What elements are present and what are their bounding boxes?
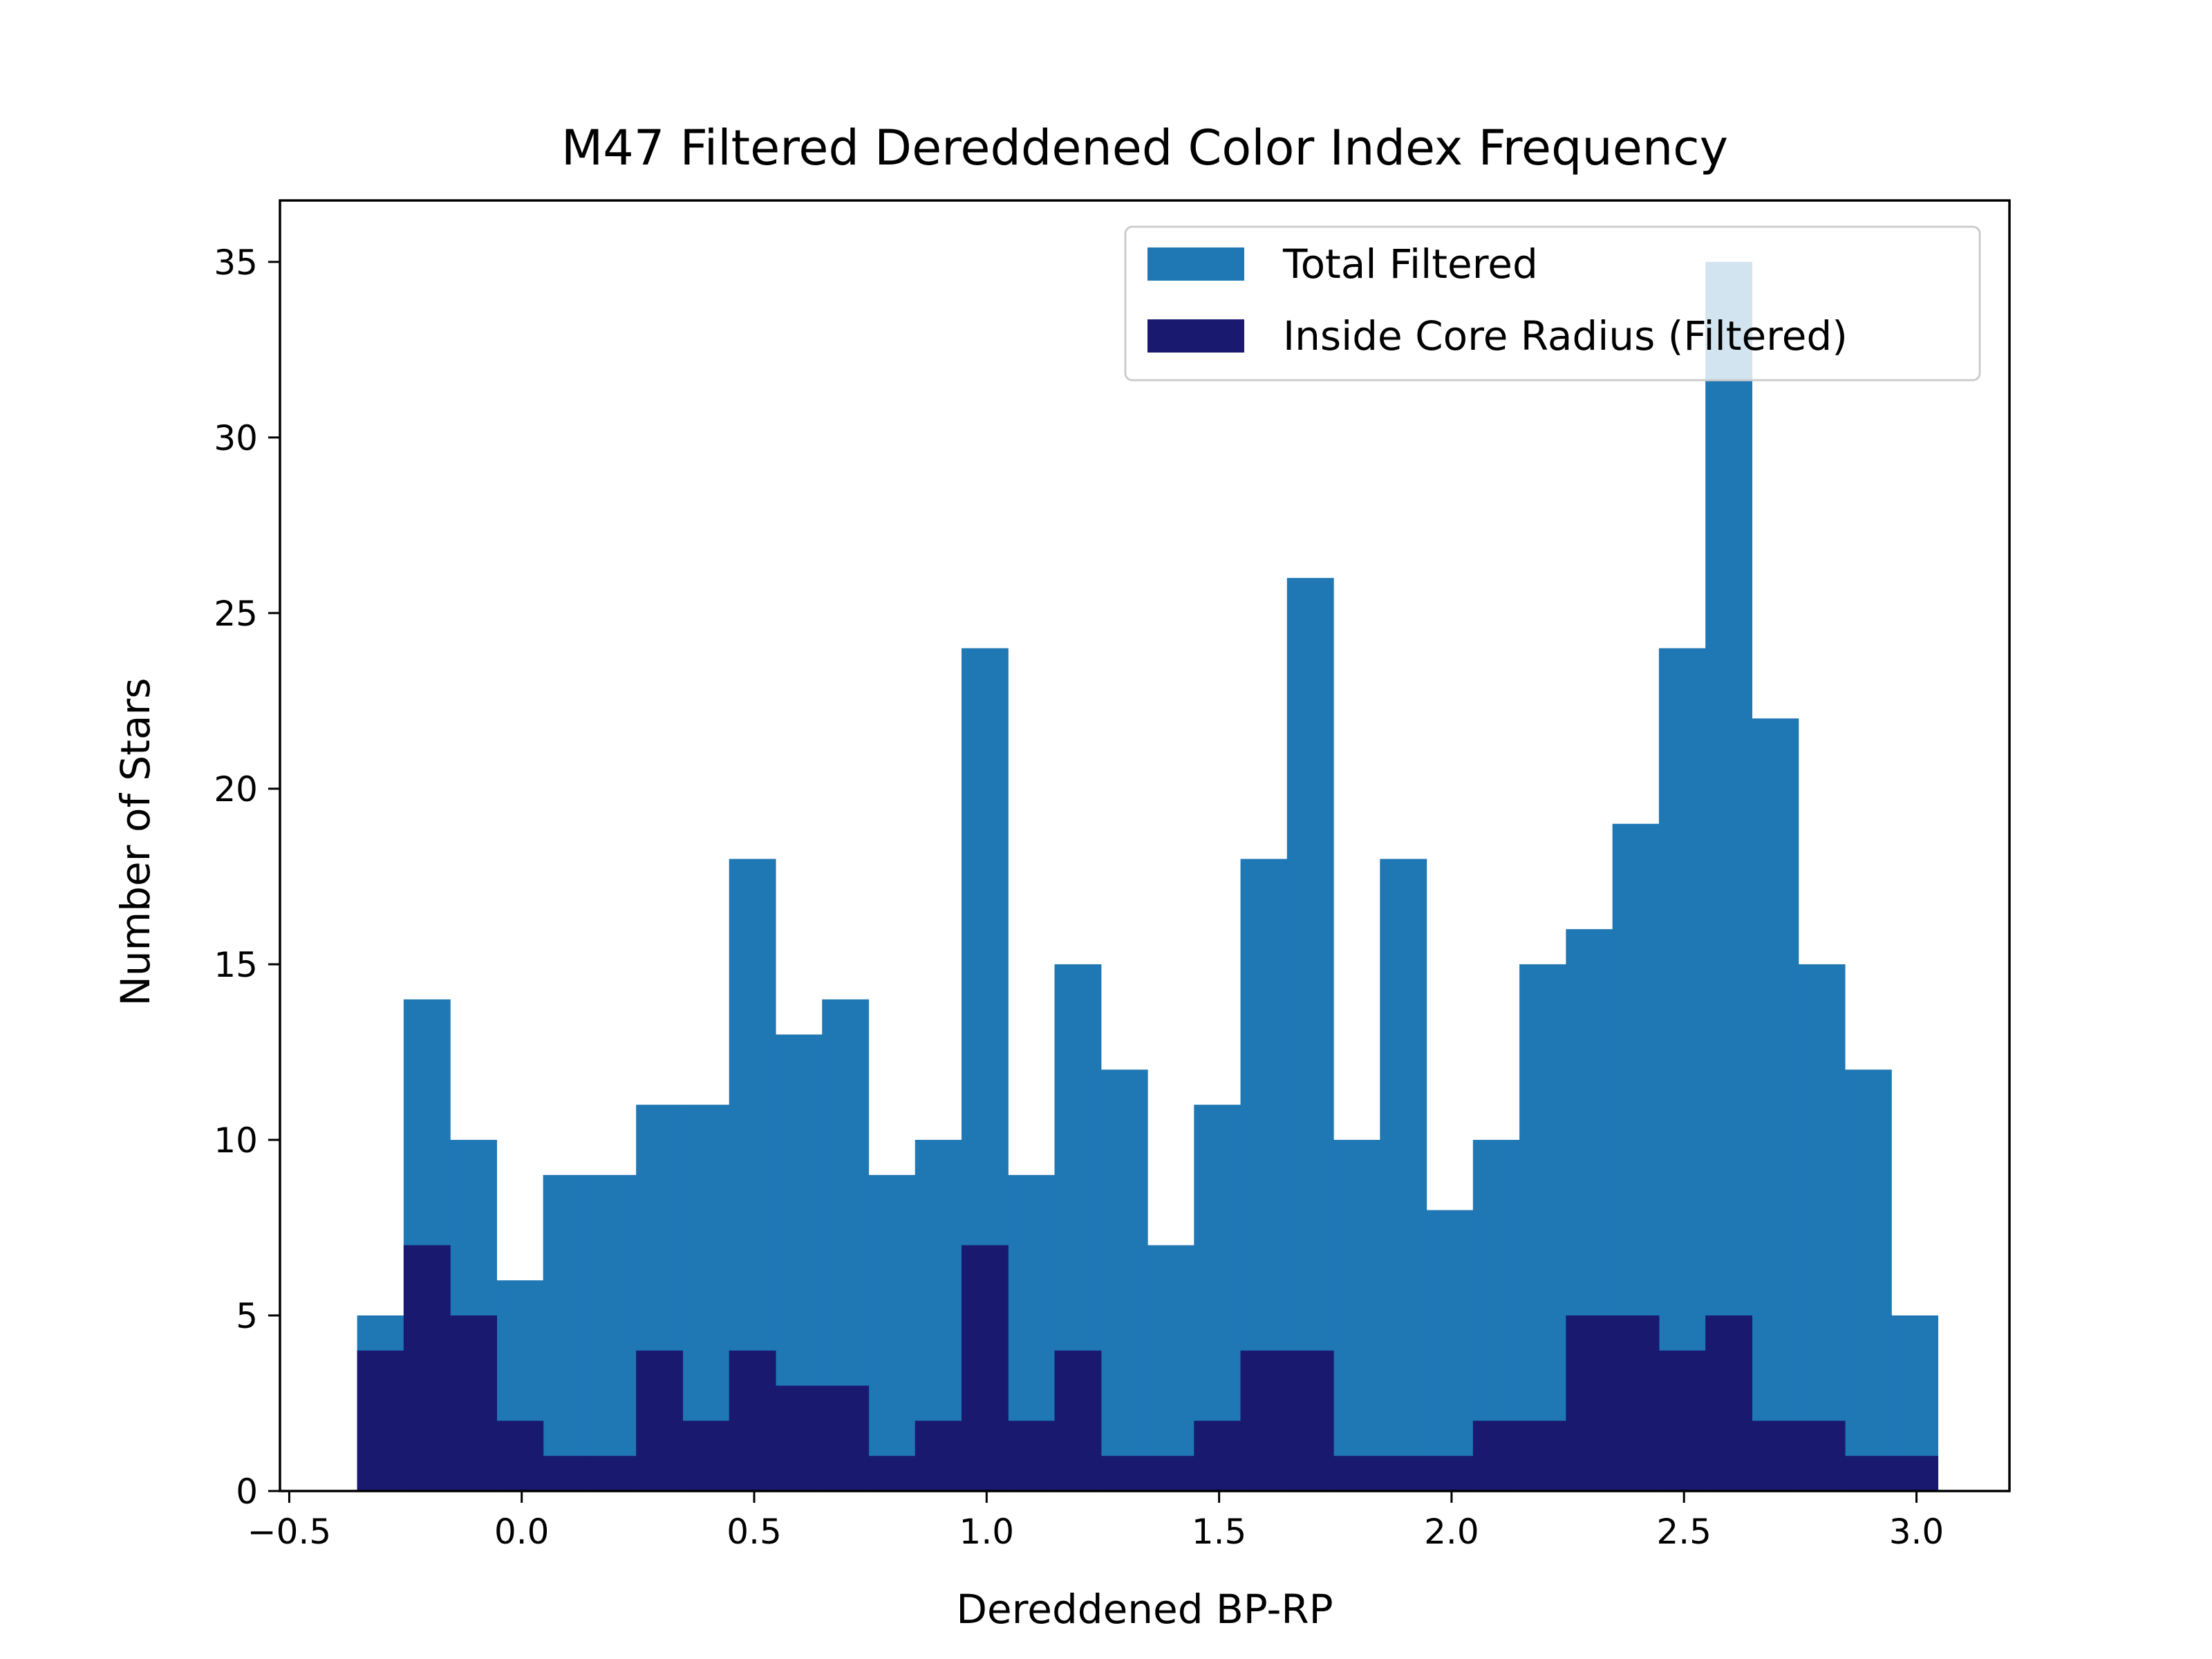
x-tick-label: 1.0 (959, 1512, 1015, 1552)
legend-box (1124, 225, 1981, 382)
bar-total-filtered-20 (1286, 578, 1334, 1491)
bar-inside-core-8 (729, 1350, 776, 1491)
bar-total-filtered-17 (1147, 1245, 1194, 1491)
bar-inside-core-11 (868, 1456, 916, 1491)
x-tick-label: 2.5 (1656, 1512, 1712, 1552)
y-tick-label: 5 (236, 1296, 258, 1336)
bar-inside-core-4 (543, 1456, 590, 1491)
bar-inside-core-33 (1891, 1456, 1939, 1491)
bar-total-filtered-11 (868, 1174, 916, 1491)
bar-total-filtered-23 (1426, 1210, 1474, 1491)
x-axis-ticks: −0.5 0.0 0.5 1.0 1.5 2.0 2.5 3.0 (247, 1491, 1944, 1552)
bar-total-filtered-21 (1333, 1139, 1380, 1491)
x-tick-label: 0.0 (494, 1512, 550, 1552)
plot-frame (279, 199, 2011, 1492)
bar-inside-core-24 (1472, 1421, 1520, 1491)
bar-total-filtered-29 (1705, 261, 1752, 1491)
legend: Total Filtered Inside Core Radius (Filte… (1124, 225, 1981, 382)
bar-inside-core-12 (915, 1421, 962, 1491)
x-tick-label: 3.0 (1889, 1512, 1944, 1552)
bar-total-filtered-31 (1798, 964, 1846, 1491)
bar-inside-core-15 (1054, 1350, 1102, 1491)
y-tick-label: 30 (214, 418, 258, 458)
bar-inside-core-16 (1100, 1456, 1148, 1491)
bar-inside-core-27 (1612, 1315, 1660, 1491)
bar-total-filtered-4 (543, 1174, 590, 1491)
bar-total-filtered-16 (1100, 1069, 1148, 1491)
bar-total-filtered-22 (1380, 859, 1427, 1491)
y-tick-label: 0 (236, 1472, 258, 1512)
bar-total-filtered-28 (1658, 648, 1706, 1491)
series-inside-core (357, 1245, 1939, 1491)
bar-inside-core-1 (403, 1245, 451, 1491)
legend-label-total-filtered: Total Filtered (1282, 241, 1538, 288)
bar-inside-core-7 (682, 1421, 730, 1491)
bar-inside-core-18 (1194, 1421, 1241, 1491)
bar-inside-core-25 (1519, 1421, 1566, 1491)
y-tick-label: 25 (214, 594, 258, 634)
y-tick-label: 10 (214, 1121, 258, 1161)
x-tick-label: 0.5 (727, 1512, 782, 1552)
bar-inside-core-21 (1333, 1456, 1380, 1491)
y-axis-label: Number of Stars (112, 678, 159, 1006)
legend-swatch-total-filtered (1147, 247, 1244, 281)
bar-inside-core-20 (1286, 1350, 1334, 1491)
bar-inside-core-5 (589, 1456, 637, 1491)
bar-inside-core-10 (822, 1385, 870, 1491)
bar-inside-core-6 (636, 1350, 684, 1491)
bar-inside-core-17 (1147, 1456, 1194, 1491)
bar-inside-core-3 (496, 1421, 544, 1491)
x-axis-label: Dereddened BP-RP (956, 1586, 1333, 1633)
bar-inside-core-9 (775, 1385, 823, 1491)
bar-inside-core-29 (1705, 1315, 1752, 1491)
bar-total-filtered-5 (589, 1174, 637, 1491)
y-tick-label: 15 (214, 945, 258, 985)
x-tick-label: 1.5 (1192, 1512, 1247, 1552)
legend-label-inside-core: Inside Core Radius (Filtered) (1283, 312, 1848, 359)
bar-total-filtered-30 (1752, 718, 1799, 1491)
bar-inside-core-30 (1752, 1421, 1799, 1491)
bar-inside-core-32 (1844, 1456, 1892, 1491)
bar-inside-core-26 (1566, 1315, 1613, 1491)
bar-inside-core-31 (1798, 1421, 1846, 1491)
x-tick-label: 2.0 (1424, 1512, 1479, 1552)
bar-inside-core-22 (1380, 1456, 1427, 1491)
y-tick-label: 20 (214, 769, 258, 809)
y-tick-label: 35 (214, 243, 258, 283)
legend-swatch-inside-core (1147, 319, 1244, 353)
bar-inside-core-0 (357, 1350, 404, 1491)
bar-inside-core-14 (1008, 1421, 1056, 1491)
bar-inside-core-19 (1240, 1350, 1288, 1491)
bar-inside-core-13 (962, 1245, 1009, 1491)
bar-inside-core-28 (1658, 1350, 1706, 1491)
y-axis-ticks: 0 5 10 15 20 25 30 35 (214, 243, 280, 1512)
bar-total-filtered-25 (1519, 964, 1566, 1491)
x-tick-label: −0.5 (247, 1512, 331, 1552)
bar-total-filtered-32 (1844, 1069, 1892, 1491)
bar-inside-core-23 (1426, 1456, 1474, 1491)
chart-title: M47 Filtered Dereddened Color Index Freq… (561, 120, 1728, 176)
bar-inside-core-2 (450, 1315, 498, 1491)
